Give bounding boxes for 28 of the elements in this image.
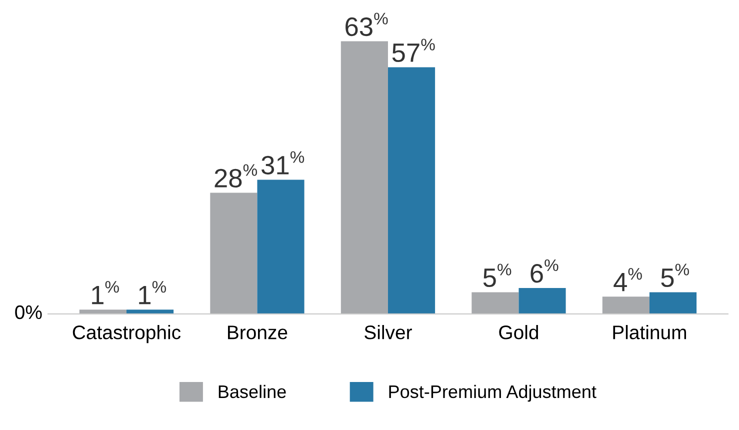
legend-label: Baseline [218,384,286,398]
bar [388,67,436,314]
bar [649,292,697,314]
data-label: 1% [92,281,119,304]
x-tick-label: Catastrophic [72,325,181,344]
x-tick-label: Bronze [228,326,288,340]
data-label: 5% [483,264,512,288]
x-tick-label: Platinum [613,325,686,340]
bar [472,292,519,314]
bar [126,310,174,314]
data-label: 28% [214,164,258,188]
bar [518,288,566,314]
bar [79,310,126,314]
data-label: 6% [530,259,558,283]
data-label: 31% [262,151,304,175]
bar [602,296,650,314]
data-label: 63% [346,12,388,36]
data-label: 4% [614,268,642,292]
x-tick-label: Gold [499,325,538,340]
x-tick-label: Silver [364,325,412,340]
data-label: 5% [661,264,690,288]
bar [340,41,388,314]
text: 0% [15,305,42,320]
data-label: 57% [392,38,435,62]
bar [210,192,258,314]
bar [257,180,304,314]
data-label: 1% [139,281,166,304]
legend-label: Post-Premium Adjustment [389,384,596,402]
